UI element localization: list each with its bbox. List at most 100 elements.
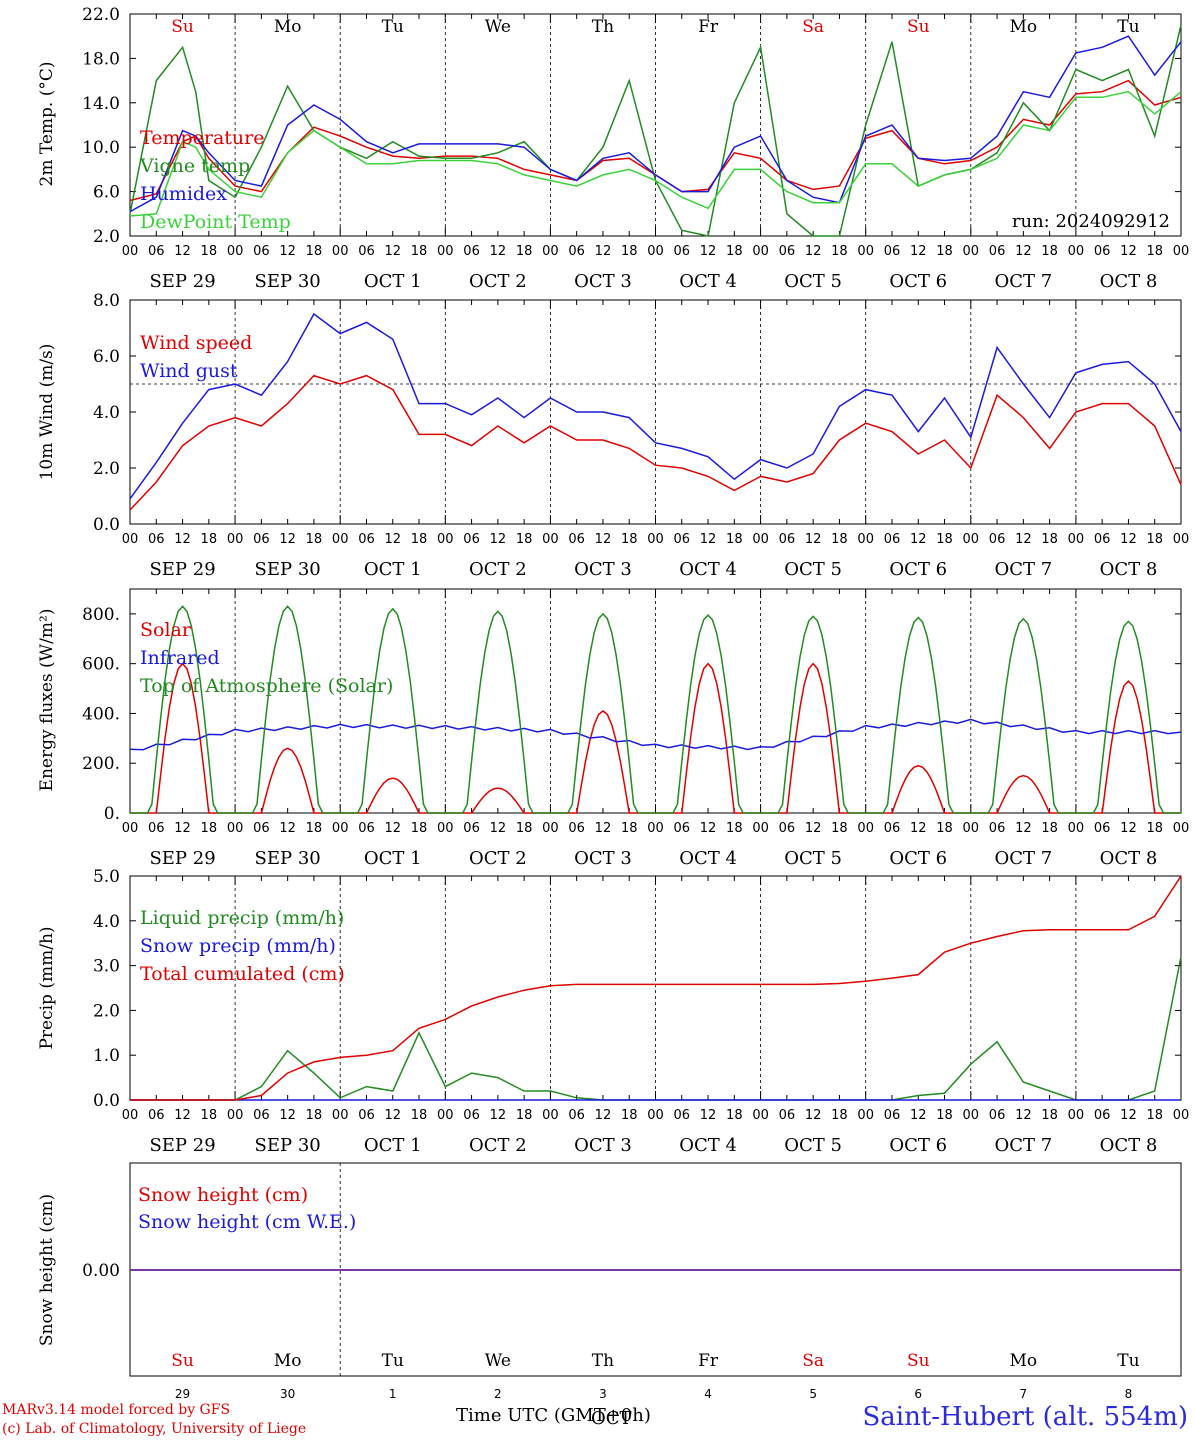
x-tick-label: 12: [700, 244, 717, 259]
x-tick-label: 18: [411, 244, 428, 259]
date-label: OCT 3: [574, 271, 632, 292]
x-tick-label: 12: [1015, 1108, 1032, 1123]
date-label: OCT 5: [784, 848, 842, 869]
day-label: Fr: [698, 17, 719, 37]
y-tick-label: 0.: [104, 804, 120, 824]
x-tick-label: 18: [1041, 532, 1058, 547]
x-tick-label: 12: [700, 532, 717, 547]
model-credit: MARv3.14 model forced by GFS: [2, 1402, 231, 1418]
x-tick-label: 06: [884, 1108, 901, 1123]
legend-top-of-atmosphere-solar-: Top of Atmosphere (Solar): [140, 675, 393, 697]
date-label: OCT 1: [364, 271, 422, 292]
x-tick-label: 06: [568, 821, 585, 836]
x-tick-label: 00: [332, 1108, 349, 1123]
day-label: Th: [592, 17, 614, 37]
y-axis-label: Precip (mm/h): [37, 926, 57, 1049]
x-tick-label: 12: [279, 1108, 296, 1123]
x-tick-label: 00: [437, 532, 454, 547]
day-number: 29: [175, 1387, 190, 1401]
x-tick-label: 06: [358, 532, 375, 547]
date-label: OCT 5: [784, 559, 842, 580]
date-label: OCT 5: [784, 1135, 842, 1156]
x-tick-label: 06: [148, 1108, 165, 1123]
date-label: OCT 8: [1100, 271, 1158, 292]
day-label: Tu: [1117, 17, 1139, 37]
date-label: OCT 7: [994, 848, 1052, 869]
day-number: 4: [704, 1387, 712, 1401]
x-tick-label: 12: [910, 1108, 927, 1123]
date-label: OCT 5: [784, 271, 842, 292]
x-tick-label: 18: [1146, 532, 1163, 547]
x-tick-label: 18: [306, 244, 323, 259]
y-tick-label: 4.0: [93, 912, 120, 932]
x-tick-label: 12: [595, 1108, 612, 1123]
x-tick-label: 12: [805, 821, 822, 836]
x-tick-label: 18: [516, 532, 533, 547]
x-tick-label: 18: [201, 532, 218, 547]
x-tick-label: 12: [384, 1108, 401, 1123]
y-tick-label: 0.0: [93, 515, 120, 535]
date-label: OCT 4: [679, 1135, 737, 1156]
x-tick-label: 06: [253, 244, 270, 259]
date-label: OCT 3: [574, 559, 632, 580]
x-tick-label: 18: [516, 1108, 533, 1123]
y-tick-label: 3.0: [93, 957, 120, 977]
date-label: OCT 1: [364, 1135, 422, 1156]
legend-snow-height-cm-: Snow height (cm): [138, 1184, 308, 1206]
x-tick-label: 12: [1015, 821, 1032, 836]
legend-snow-height-cm-w-e-: Snow height (cm W.E.): [138, 1211, 356, 1233]
x-tick-label: 18: [831, 1108, 848, 1123]
x-tick-label: 00: [647, 532, 664, 547]
day-label: Su: [907, 1351, 930, 1371]
x-tick-label: 18: [936, 1108, 953, 1123]
legend-humidex: Humidex: [140, 183, 227, 205]
day-label: Su: [171, 1351, 194, 1371]
date-label: OCT 3: [574, 1135, 632, 1156]
series-group: [129, 312, 1182, 511]
x-tick-label: 06: [989, 244, 1006, 259]
day-label: Sa: [802, 17, 824, 37]
x-tick-label: 00: [1068, 821, 1085, 836]
panel-frame-1: [129, 299, 1182, 525]
x-tick-label: 06: [674, 1108, 691, 1123]
x-tick-label: 06: [253, 1108, 270, 1123]
x-tick-label: 18: [726, 821, 743, 836]
x-tick-label: 06: [1094, 244, 1111, 259]
day-label: Tu: [382, 1351, 404, 1371]
x-tick-label: 18: [306, 532, 323, 547]
x-tick-label: 12: [910, 244, 927, 259]
x-tick-label: 00: [122, 532, 139, 547]
date-label: OCT 4: [679, 271, 737, 292]
x-tick-label: 00: [1173, 1108, 1190, 1123]
x-tick-label: 12: [910, 821, 927, 836]
x-tick-label: 00: [227, 1108, 244, 1123]
series-line-top-of-atmosphere-solar-: [130, 605, 1181, 814]
x-tick-label: 00: [542, 244, 559, 259]
x-tick-label: 00: [227, 821, 244, 836]
date-label: SEP 29: [149, 848, 215, 869]
x-tick-label: 00: [332, 821, 349, 836]
date-label: OCT 2: [469, 559, 527, 580]
x-tick-label: 12: [384, 532, 401, 547]
x-tick-label: 00: [1068, 244, 1085, 259]
x-tick-label: 18: [831, 244, 848, 259]
x-tick-label: 12: [595, 244, 612, 259]
axis-overlay-text: OCT: [591, 1408, 632, 1429]
x-tick-label: 00: [332, 532, 349, 547]
x-tick-label: 00: [437, 1108, 454, 1123]
x-tick-label: 18: [411, 821, 428, 836]
x-tick-label: 18: [201, 821, 218, 836]
day-label: Mo: [1010, 1351, 1038, 1371]
x-tick-label: 18: [621, 532, 638, 547]
x-tick-label: 12: [490, 244, 507, 259]
x-tick-label: 18: [201, 244, 218, 259]
y-tick-label: 2.0: [93, 1001, 120, 1021]
y-axis-label: 10m Wind (m/s): [37, 344, 57, 481]
x-tick-label: 00: [542, 1108, 559, 1123]
x-tick-label: 12: [805, 244, 822, 259]
day-label: Tu: [1117, 1351, 1139, 1371]
x-tick-label: 00: [857, 244, 874, 259]
x-tick-label: 06: [779, 821, 796, 836]
y-axis-label: Snow height (cm): [37, 1194, 57, 1346]
